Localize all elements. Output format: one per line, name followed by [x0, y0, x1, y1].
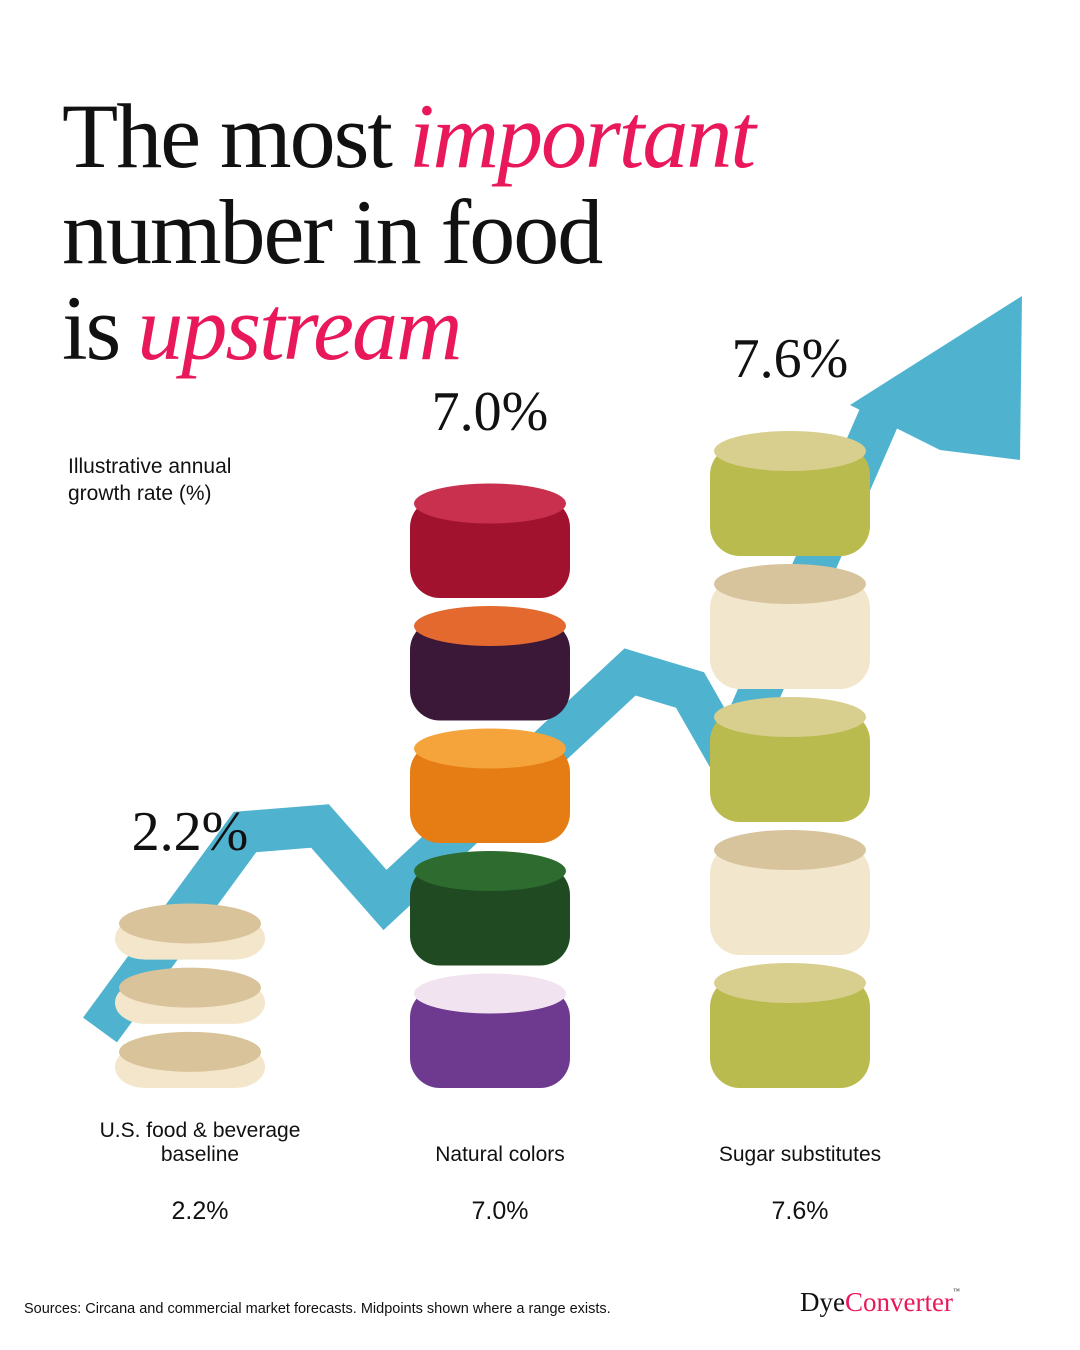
disc-face	[714, 697, 866, 737]
disc-face	[714, 431, 866, 471]
title-line: The most important	[62, 88, 772, 184]
stack-disc	[410, 497, 570, 598]
stack-disc	[710, 977, 870, 1088]
title-segment: The most	[62, 85, 393, 187]
brand-logo: DyeConverter™	[800, 1287, 960, 1318]
disc-face	[714, 963, 866, 1003]
stack-disc	[410, 742, 570, 843]
title-line: is upstream	[62, 280, 772, 376]
disc-face	[119, 967, 261, 1008]
value-label: 7.0%	[431, 380, 549, 443]
disc-face	[414, 728, 566, 769]
stack-disc	[710, 578, 870, 689]
stack-disc	[710, 711, 870, 822]
disc-face	[414, 973, 566, 1014]
title-segment: upstream	[137, 277, 462, 379]
value-label-small: 2.2%	[171, 1197, 229, 1225]
y-axis-label: Illustrative annual growth rate (%)	[68, 455, 232, 505]
food-stack	[710, 431, 870, 1088]
stack-disc	[410, 987, 570, 1088]
title-line: number in food	[62, 184, 772, 280]
stack-disc	[410, 865, 570, 966]
disc-face	[714, 564, 866, 604]
stack-disc	[410, 620, 570, 721]
stack-disc	[710, 844, 870, 955]
title-segment: is	[62, 277, 121, 379]
value-label-small: 7.6%	[771, 1197, 829, 1225]
value-label-small: 7.0%	[471, 1197, 529, 1225]
category-label: U.S. food & beverage baseline	[99, 1119, 301, 1166]
disc-face	[119, 903, 261, 944]
source-note: Sources: Circana and commercial market f…	[24, 1301, 611, 1317]
category-label: Sugar substitutes	[718, 1143, 882, 1166]
brand-part: Dye	[800, 1287, 845, 1317]
stacks	[115, 431, 870, 1088]
arrow-head	[850, 296, 1022, 460]
title-segment: number in food	[62, 181, 603, 283]
brand-part: Converter	[844, 1287, 953, 1317]
disc-face	[414, 851, 566, 891]
value-label: 2.2%	[131, 800, 249, 863]
disc-face	[414, 606, 566, 646]
stack-disc	[710, 445, 870, 556]
title-segment: important	[408, 85, 756, 187]
food-stack	[410, 483, 570, 1088]
disc-face	[119, 1031, 261, 1072]
brand-mark: ™	[952, 1287, 960, 1295]
category-label: Natural colors	[435, 1143, 565, 1166]
chart-title: The most important number in food is upstrea…	[62, 88, 772, 376]
value-label: 7.6%	[731, 328, 849, 390]
disc-face	[414, 483, 566, 524]
food-stack	[115, 903, 265, 1088]
disc-face	[714, 830, 866, 870]
